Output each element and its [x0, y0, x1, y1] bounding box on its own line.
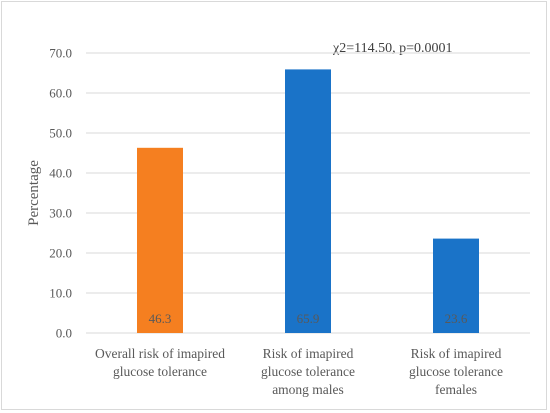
bar [433, 238, 479, 333]
y-tick-label: 0.0 [56, 326, 72, 341]
y-tick-label: 60.0 [49, 86, 72, 101]
bar [285, 69, 331, 334]
y-axis-label: Percentage [26, 160, 42, 226]
category-label: Risk of imapired [263, 346, 354, 361]
category-label: glucose tolerance [409, 364, 503, 379]
category-label: glucose tolerance [261, 364, 355, 379]
data-label: 65.9 [297, 311, 320, 326]
bar [137, 147, 183, 333]
category-label: Overall risk of imapired [95, 346, 225, 361]
category-label: among males [272, 382, 344, 397]
y-tick-label: 40.0 [49, 166, 72, 181]
category-label: Risk of imapired [411, 346, 502, 361]
category-label: females [435, 382, 477, 397]
y-tick-label: 30.0 [49, 206, 72, 221]
data-label: 23.6 [445, 311, 468, 326]
y-tick-label: 70.0 [49, 46, 72, 61]
data-label: 46.3 [149, 311, 172, 326]
category-labels: Overall risk of imapired glucose toleranc… [95, 346, 503, 397]
bars: 46.3 65.9 23.6 [137, 69, 479, 334]
category-label: glucose tolerance [113, 364, 207, 379]
chi-square-annotation: χ2=114.50, p=0.0001 [332, 41, 453, 56]
y-tick-label: 20.0 [49, 246, 72, 261]
y-tick-label: 10.0 [49, 286, 72, 301]
y-tick-labels: 0.0 10.0 20.0 30.0 40.0 50.0 60.0 70.0 [49, 46, 72, 341]
y-tick-label: 50.0 [49, 126, 72, 141]
